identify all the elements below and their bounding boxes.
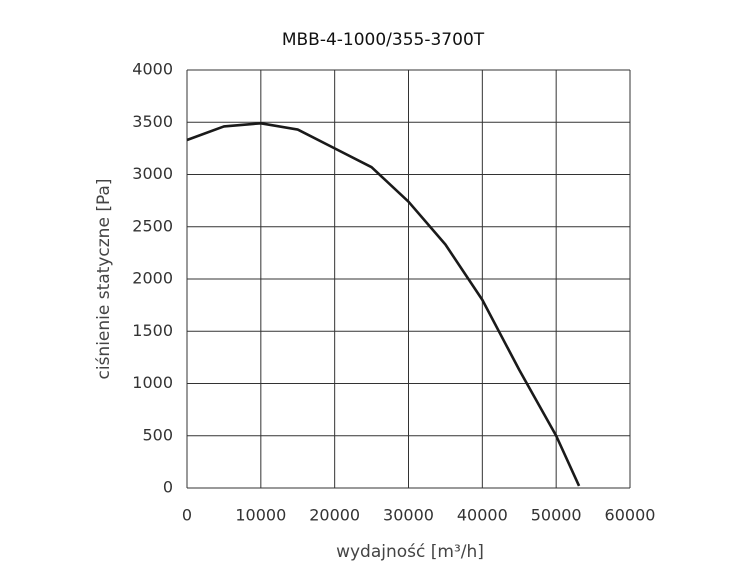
chart-title: MBB-4-1000/355-3700T xyxy=(282,30,485,50)
y-tick-label: 1500 xyxy=(132,321,173,340)
x-tick-label: 60000 xyxy=(605,506,656,525)
y-tick-label: 1000 xyxy=(132,373,173,392)
x-tick-label: 20000 xyxy=(309,506,360,525)
y-tick-label: 4000 xyxy=(132,60,173,79)
y-axis-label: ciśnienie statyczne [Pa] xyxy=(94,179,114,380)
y-tick-label: 500 xyxy=(142,425,173,444)
x-tick-label: 50000 xyxy=(531,506,582,525)
y-tick-label: 3500 xyxy=(132,112,173,131)
data-line xyxy=(186,121,581,487)
y-tick-label: 0 xyxy=(163,478,173,497)
x-tick-label: 0 xyxy=(182,506,192,525)
x-tick-label: 10000 xyxy=(235,506,286,525)
x-tick-label: 30000 xyxy=(383,506,434,525)
x-axis-label: wydajność [m³/h] xyxy=(336,542,484,562)
y-tick-label: 2000 xyxy=(132,269,173,288)
x-tick-label: 40000 xyxy=(457,506,508,525)
y-tick-label: 3000 xyxy=(132,164,173,183)
y-tick-label: 2500 xyxy=(132,216,173,235)
